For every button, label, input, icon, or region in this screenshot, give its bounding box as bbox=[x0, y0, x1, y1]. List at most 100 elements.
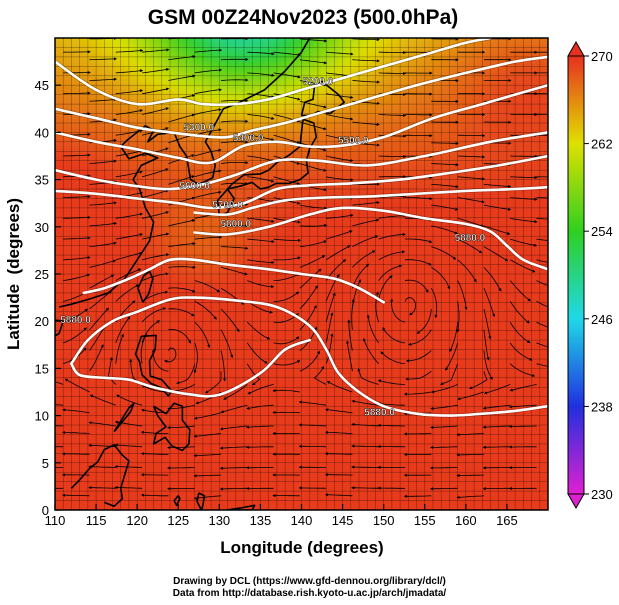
streamline bbox=[430, 404, 458, 411]
temperature-cell bbox=[521, 38, 533, 47]
temperature-cell bbox=[59, 174, 71, 188]
temperature-cell bbox=[387, 328, 400, 342]
temperature-cell bbox=[490, 186, 502, 200]
temperature-cell bbox=[459, 45, 471, 58]
temperature-cell bbox=[69, 80, 81, 94]
temperature-cell bbox=[428, 351, 441, 365]
temperature-cell bbox=[182, 304, 194, 318]
temperature-cell bbox=[59, 56, 71, 70]
temperature-cell bbox=[192, 222, 204, 235]
temperature-cell bbox=[55, 139, 61, 153]
temperature-cell bbox=[346, 292, 358, 306]
temperature-cell bbox=[428, 92, 441, 106]
temperature-cell bbox=[69, 422, 81, 436]
temperature-cell bbox=[223, 351, 235, 365]
temperature-cell bbox=[346, 151, 358, 165]
temperature-cell bbox=[398, 269, 410, 283]
temperature-cell bbox=[469, 269, 482, 283]
temperature-cell bbox=[428, 422, 441, 436]
temperature-cell bbox=[141, 469, 153, 483]
temperature-cell bbox=[59, 458, 71, 471]
temperature-cell bbox=[295, 351, 307, 365]
temperature-cell bbox=[274, 493, 287, 507]
temperature-cell bbox=[141, 434, 153, 448]
temperature-cell bbox=[541, 422, 548, 436]
temperature-cell bbox=[274, 38, 287, 47]
temperature-cell bbox=[192, 304, 204, 318]
temperature-cell bbox=[367, 56, 379, 70]
temperature-cell bbox=[500, 304, 513, 318]
temperature-cell bbox=[131, 292, 143, 306]
temperature-cell bbox=[110, 80, 122, 94]
streamline bbox=[351, 465, 379, 469]
temperature-cell bbox=[357, 375, 369, 389]
temperature-cell bbox=[346, 210, 358, 224]
temperature-cell bbox=[541, 174, 548, 188]
temperature-cell bbox=[552, 246, 563, 259]
streamline bbox=[63, 256, 91, 261]
streamline bbox=[456, 495, 484, 499]
temperature-cell bbox=[69, 458, 81, 471]
temperature-cell bbox=[120, 222, 132, 235]
temperature-cell bbox=[552, 81, 563, 94]
temperature-cell bbox=[100, 351, 112, 365]
temperature-cell bbox=[69, 505, 81, 510]
temperature-cell bbox=[89, 45, 102, 58]
temperature-cell bbox=[449, 493, 461, 507]
temperature-cell bbox=[305, 186, 317, 200]
temperature-cell bbox=[480, 505, 492, 510]
temperature-cell bbox=[55, 469, 61, 483]
temperature-cell bbox=[89, 92, 102, 106]
temperature-cell bbox=[315, 174, 328, 188]
temperature-cell bbox=[192, 363, 204, 377]
temperature-cell bbox=[408, 38, 420, 47]
streamline bbox=[142, 67, 170, 74]
temperature-cell bbox=[161, 222, 174, 235]
temperature-cell bbox=[141, 210, 153, 224]
temperature-cell bbox=[336, 281, 348, 294]
temperature-cell bbox=[295, 163, 307, 176]
streamline bbox=[89, 221, 117, 227]
temperature-cell bbox=[449, 245, 461, 259]
temperature-cell bbox=[172, 281, 184, 294]
streamline bbox=[194, 190, 222, 198]
temperature-cell bbox=[326, 481, 338, 495]
temperature-cell bbox=[398, 446, 410, 460]
temperature-cell bbox=[469, 115, 482, 129]
temperature-cell bbox=[367, 139, 379, 153]
y-tick-label: 5 bbox=[42, 456, 49, 471]
temperature-cell bbox=[89, 269, 102, 283]
streamline bbox=[536, 342, 548, 348]
colorbar-scale bbox=[567, 55, 585, 495]
temperature-cell bbox=[202, 56, 215, 70]
temperature-cell bbox=[213, 92, 225, 106]
temperature-cell bbox=[213, 446, 225, 460]
temperature-cell bbox=[161, 56, 174, 70]
streamline bbox=[195, 30, 221, 31]
temperature-cell bbox=[469, 469, 482, 483]
temperature-cell bbox=[480, 328, 492, 342]
temperature-cell bbox=[110, 104, 122, 117]
streamline bbox=[299, 240, 327, 247]
temperature-cell bbox=[254, 104, 266, 117]
streamline bbox=[299, 350, 320, 372]
temperature-cell bbox=[459, 387, 471, 401]
temperature-cell bbox=[59, 92, 71, 106]
temperature-cell bbox=[408, 222, 420, 235]
temperature-cell bbox=[55, 269, 61, 283]
temperature-cell bbox=[244, 399, 256, 412]
temperature-cell bbox=[141, 68, 153, 82]
temperature-cell bbox=[367, 281, 379, 294]
temperature-cell bbox=[521, 56, 533, 70]
temperature-cell bbox=[480, 351, 492, 365]
temperature-cell bbox=[418, 340, 430, 353]
temperature-cell bbox=[89, 434, 102, 448]
temperature-cell bbox=[192, 151, 204, 165]
temperature-cell bbox=[182, 186, 194, 200]
streamline bbox=[220, 308, 240, 333]
temperature-cell bbox=[418, 387, 430, 401]
temperature-cell bbox=[161, 45, 174, 58]
temperature-cell bbox=[449, 351, 461, 365]
temperature-cell bbox=[439, 269, 451, 283]
